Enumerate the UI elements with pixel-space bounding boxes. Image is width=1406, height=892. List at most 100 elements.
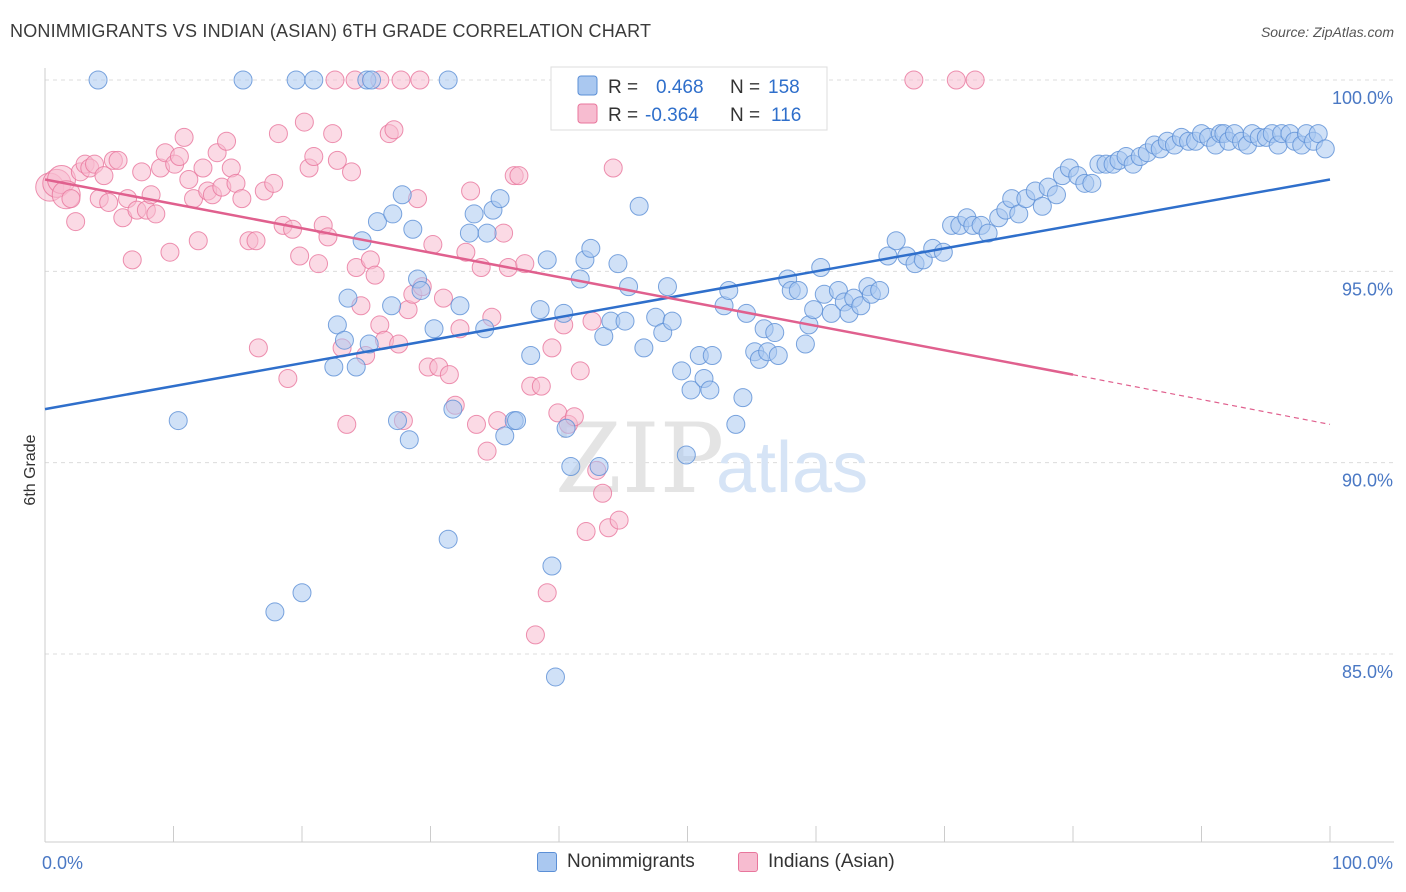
nonimmigrants-point-71: [726, 414, 746, 434]
nonimmigrants-point-0: [88, 70, 108, 90]
legend-r-value-2: -0.364: [645, 105, 699, 126]
nonimmigrants-point-79: [768, 346, 788, 366]
indians-asian-point-100: [542, 338, 562, 358]
indians-asian-point-48: [278, 368, 298, 388]
nonimmigrants-point-18: [382, 296, 402, 316]
nonimmigrants-point-42: [542, 556, 562, 576]
indians-asian-point-46: [268, 124, 288, 144]
indians-asian-point-122: [965, 70, 985, 90]
nonimmigrants-point-29: [450, 296, 470, 316]
nonimmigrants-point-67: [700, 380, 720, 400]
nonimmigrants-point-96: [870, 280, 890, 300]
indians-asian-point-118: [391, 70, 411, 90]
indians-asian-point-32: [193, 158, 213, 178]
indians-asian-point-70: [384, 120, 404, 140]
indians-asian-point-61: [342, 162, 362, 182]
legend-r-value-1: 0.468: [656, 77, 704, 98]
indians-asian-point-49: [283, 219, 303, 239]
trend-line-nonimmigrants: [44, 178, 1331, 411]
nonimmigrants-point-118: [1046, 185, 1066, 205]
indians-asian-point-106: [576, 522, 596, 542]
nonimmigrants-point-62: [672, 361, 692, 381]
nonimmigrants-point-3: [304, 70, 324, 90]
nonimmigrants-point-53: [608, 254, 628, 274]
indians-asian-point-11: [94, 166, 114, 186]
indians-asian-point-54: [309, 254, 329, 274]
nonimmigrants-point-78: [765, 323, 785, 343]
indians-asian-point-31: [188, 231, 208, 251]
y-tick-labels: 100.0% 95.0% 90.0% 85.0%: [1332, 88, 1393, 682]
indians-asian-point-85: [461, 181, 481, 201]
x-tick-label-1: 100.0%: [1332, 853, 1393, 873]
nonimmigrants-point-63: [676, 445, 696, 465]
indians-asian-point-19: [132, 162, 152, 182]
nonimmigrants-point-19: [383, 204, 403, 224]
legend-n-value-1: 158: [768, 77, 800, 98]
chart-title: NONIMMIGRANTS VS INDIAN (ASIAN) 6TH GRAD…: [10, 21, 652, 41]
legend-n-label-2: N =: [730, 105, 760, 126]
nonimmigrants-point-85: [804, 300, 824, 320]
indians-asian-point-22: [146, 204, 166, 224]
nonimmigrants-point-16: [359, 334, 379, 354]
trend-line-indians-asian: [44, 178, 1074, 376]
y-tick-label-2: 90.0%: [1342, 471, 1393, 491]
indians-asian-point-115: [325, 70, 345, 90]
indians-asian-point-14: [108, 150, 128, 170]
indians-asian-point-51: [294, 112, 314, 132]
correlation-legend: R = 0.468 N = 158 R = -0.364 N = 116: [550, 66, 828, 131]
series-nonimmigrants-points: [88, 70, 1335, 687]
legend-item-nonimmigrants: Nonimmigrants: [537, 851, 695, 873]
series-legend: Nonimmigrants Indians (Asian): [0, 851, 1406, 881]
nonimmigrants-point-31: [464, 204, 484, 224]
indians-asian-point-29: [179, 169, 199, 189]
nonimmigrants-point-26: [424, 319, 444, 339]
nonimmigrants-point-27: [438, 529, 458, 549]
nonimmigrants-point-23: [403, 219, 423, 239]
indians-asian-point-80: [433, 288, 453, 308]
nonimmigrants-point-39: [521, 346, 541, 366]
nonimmigrants-point-6: [438, 70, 458, 90]
indians-asian-point-58: [327, 150, 347, 170]
indians-asian-point-4: [61, 189, 81, 209]
nonimmigrants-point-13: [338, 288, 358, 308]
indians-asian-point-17: [122, 250, 142, 270]
nonimmigrants-point-8: [265, 602, 285, 622]
grid-lines: [45, 79, 1394, 655]
legend-label-nonimmigrants: Nonimmigrants: [567, 851, 695, 872]
nonimmigrants-point-25: [411, 280, 431, 300]
indians-asian-point-56: [318, 227, 338, 247]
legend-item-indians-asian: Indians (Asian): [738, 851, 895, 873]
indians-asian-point-57: [323, 124, 343, 144]
indians-asian-point-111: [603, 158, 623, 178]
indians-asian-point-28: [174, 127, 194, 147]
nonimmigrants-point-123: [1082, 173, 1102, 193]
indians-asian-point-94: [509, 166, 529, 186]
legend-r-label-2: R =: [608, 105, 638, 126]
indians-asian-point-42: [246, 231, 266, 251]
nonimmigrants-point-109: [978, 223, 998, 243]
legend-swatch-blue: [577, 75, 598, 96]
indians-asian-point-105: [570, 361, 590, 381]
legend-r-label-1: R =: [608, 77, 638, 98]
indians-asian-point-120: [904, 70, 924, 90]
indians-asian-point-50: [290, 246, 310, 266]
series-indians-asian-points: [35, 70, 985, 645]
indians-asian-point-121: [946, 70, 966, 90]
legend-n-label-1: N =: [730, 77, 760, 98]
nonimmigrants-point-21: [392, 185, 412, 205]
indians-asian-point-5: [66, 212, 86, 232]
nonimmigrants-point-49: [581, 238, 601, 258]
indians-asian-point-81: [439, 365, 459, 385]
indians-asian-point-109: [593, 483, 613, 503]
indians-asian-point-43: [248, 338, 268, 358]
indians-asian-point-12: [99, 192, 119, 212]
watermark-atlas: atlas: [716, 428, 868, 508]
nonimmigrants-point-22: [399, 430, 419, 450]
indians-asian-point-107: [582, 311, 602, 331]
nonimmigrants-point-43: [545, 667, 565, 687]
nonimmigrants-point-12: [334, 330, 354, 350]
legend-n-value-2: 116: [771, 105, 801, 126]
nonimmigrants-point-116: [1032, 196, 1052, 216]
indians-asian-point-86: [466, 414, 486, 434]
nonimmigrants-point-40: [530, 300, 550, 320]
